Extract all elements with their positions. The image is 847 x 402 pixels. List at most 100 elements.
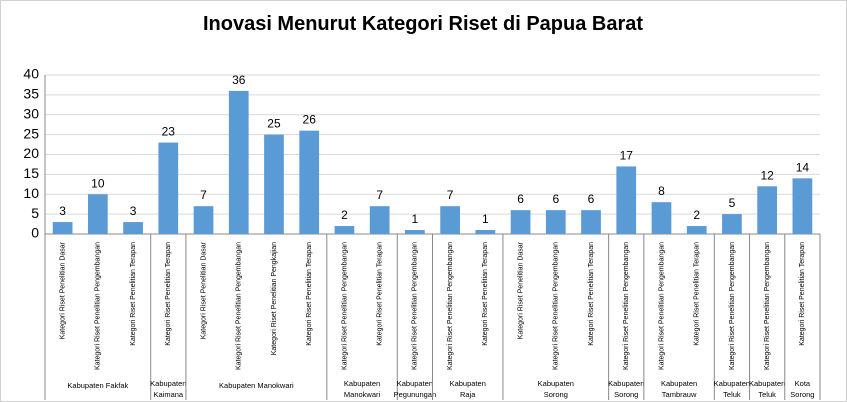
bar <box>193 206 214 234</box>
data-label: 14 <box>796 160 810 174</box>
x-tick-label: Kategori Riset Penelitian Pengembangan <box>412 242 419 370</box>
data-label: 7 <box>447 188 454 202</box>
group-label: Teluk <box>758 390 776 399</box>
bar <box>581 210 601 234</box>
group-label: Kota <box>795 379 811 388</box>
bar <box>686 226 707 234</box>
data-label: 26 <box>303 113 317 127</box>
y-tick-label: 35 <box>23 86 39 102</box>
bar <box>87 194 108 234</box>
bar <box>369 206 390 234</box>
data-label: 3 <box>130 204 137 218</box>
group-label: Sorong <box>790 390 814 399</box>
bar <box>545 210 566 234</box>
group-label: Kabupaten <box>749 379 785 388</box>
x-tick-label: Kategori Riset Penelitian Dasar <box>200 241 207 339</box>
group-label: Kabupaten <box>344 379 380 388</box>
x-tick-label: Kategori Riset Penelitian Pengembangan <box>623 242 630 370</box>
bar <box>757 186 778 234</box>
group-label: Kaimana <box>153 390 183 399</box>
data-label: 1 <box>412 212 419 226</box>
group-label: Sorong <box>544 390 568 399</box>
x-tick-label: Kategori Riset Penelitian Pengembangan <box>658 242 665 370</box>
bar <box>158 142 179 234</box>
group-label: Kabupaten <box>450 379 486 388</box>
bar <box>440 206 460 234</box>
group-label: Sorong <box>614 390 638 399</box>
group-label: Kabupaten <box>150 379 186 388</box>
y-tick-label: 20 <box>23 145 39 161</box>
group-label: Pegunungan <box>394 390 437 399</box>
x-tick-label: Kategori Riset Penelitian Terapan <box>306 242 313 346</box>
group-label: Kabupaten <box>608 379 644 388</box>
bar <box>510 210 531 234</box>
data-label: 3 <box>59 204 66 218</box>
data-label: 12 <box>760 168 774 182</box>
chart-title: Inovasi Menurut Kategori Riset di Papua … <box>203 13 643 35</box>
x-tick-label: Kategori Riset Penelitian Pengembangan <box>95 242 102 370</box>
y-tick-label: 15 <box>23 165 39 181</box>
x-tick-label: Kategori Riset Penelitian Pengembangan <box>764 242 771 370</box>
y-tick-label: 0 <box>31 225 39 241</box>
x-tick-label: Kategori Riset Penelitian Terapan <box>130 242 137 346</box>
bar <box>722 214 742 234</box>
x-tick-label: Kategori Riset Penelitian Dasar <box>59 241 66 339</box>
y-tick-label: 40 <box>23 66 39 82</box>
bar <box>334 226 355 234</box>
data-label: 8 <box>658 184 665 198</box>
data-label: 2 <box>693 208 700 222</box>
y-tick-label: 25 <box>23 125 39 141</box>
bar <box>405 230 425 234</box>
data-label: 10 <box>91 176 105 190</box>
group-label: Kabupaten Fakfak <box>67 381 128 390</box>
data-label: 23 <box>162 125 176 139</box>
data-label: 7 <box>376 188 383 202</box>
group-label: Kabupaten Manokwari <box>219 381 294 390</box>
data-label: 1 <box>482 212 489 226</box>
group-label: Kabupaten <box>714 379 750 388</box>
data-label: 6 <box>588 192 595 206</box>
group-label: Tambrauw <box>662 390 697 399</box>
bar <box>651 202 672 234</box>
x-tick-label: Kategori Riset Penelitian Terapan <box>165 242 172 346</box>
x-tick-label: Kategori Riset Penelitian Dasar <box>517 241 524 339</box>
x-tick-label: Kategori Riset Penelitian Pengembangan <box>341 242 348 370</box>
x-tick-label: Kategori Riset Penelitian Pengembangan <box>236 242 243 370</box>
y-tick-label: 5 <box>31 205 39 221</box>
bar <box>299 130 320 234</box>
bar <box>792 178 813 234</box>
data-label: 25 <box>267 117 281 131</box>
bar <box>264 134 284 234</box>
x-tick-label: Kategori Riset Penelitian Terapan <box>588 242 595 346</box>
data-label: 6 <box>552 192 559 206</box>
bar <box>616 166 637 234</box>
x-tick-label: Kategori Riset Penelitian Terapan <box>482 242 489 346</box>
bar <box>475 230 496 234</box>
x-tick-label: Kategori Riset Penelitian Pengkajian <box>271 242 278 355</box>
y-tick-label: 30 <box>23 105 39 121</box>
data-label: 36 <box>232 73 246 87</box>
bar <box>123 222 143 234</box>
bar <box>228 90 249 235</box>
group-label: Manokwari <box>344 390 381 399</box>
group-label: Kabupaten <box>538 379 574 388</box>
x-tick-label: Kategori Riset Penelitian Terapan <box>799 242 806 346</box>
data-label: 5 <box>729 196 736 210</box>
x-tick-label: Kategori Riset Penelitian Pengembangan <box>447 242 454 370</box>
data-label: 6 <box>517 192 524 206</box>
x-tick-label: Kategori Riset Penelitian Terapan <box>694 242 701 346</box>
group-label: Raja <box>460 390 476 399</box>
group-label: Kabupaten <box>397 379 433 388</box>
group-label: Kabupaten <box>661 379 697 388</box>
x-tick-label: Kategori Riset Penelitian Pengembangan <box>729 242 736 370</box>
data-label: 2 <box>341 208 348 222</box>
x-tick-label: Kategori Riset Penelitian Pengembangan <box>553 242 560 370</box>
y-tick-label: 10 <box>23 185 39 201</box>
group-label: Teluk <box>723 390 741 399</box>
data-label: 17 <box>620 148 634 162</box>
x-tick-label: Kategori Riset Penelitian Terapan <box>377 242 384 346</box>
bar <box>52 222 73 234</box>
data-label: 7 <box>200 188 207 202</box>
